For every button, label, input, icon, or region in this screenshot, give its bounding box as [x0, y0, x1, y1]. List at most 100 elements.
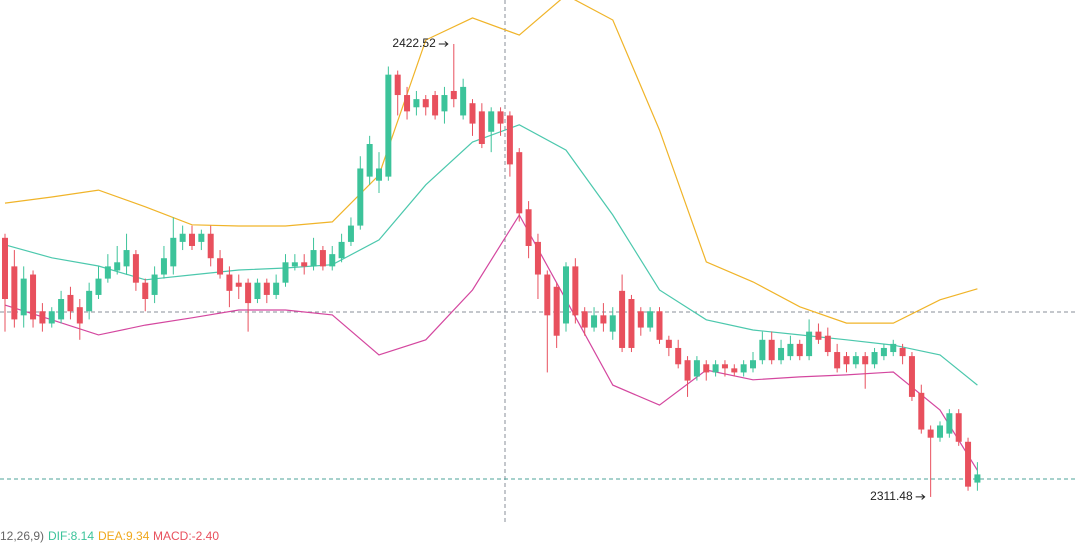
candle-body	[254, 282, 261, 300]
candle-body	[179, 233, 186, 242]
candle-body	[366, 143, 373, 177]
candle-body	[198, 233, 205, 242]
candle-body	[357, 168, 364, 226]
candle-body	[132, 254, 139, 283]
candle-body	[460, 86, 467, 116]
candle-body	[591, 315, 598, 328]
candle-body	[637, 311, 644, 328]
candle-body	[731, 368, 738, 373]
candle-body	[703, 364, 710, 373]
candle-body	[413, 99, 420, 108]
candle-body	[534, 241, 541, 275]
candle-body	[441, 95, 448, 112]
candle-body	[394, 74, 401, 96]
candle-body	[301, 262, 308, 267]
candle-body	[834, 352, 841, 369]
high-label: 2422.52	[392, 36, 436, 50]
candle-body	[114, 262, 121, 271]
candle-body	[282, 262, 289, 283]
candle-body	[450, 90, 457, 100]
indicator-label: MACD:-2.40	[153, 529, 219, 543]
candle-body	[656, 311, 663, 340]
candle-body	[871, 352, 878, 365]
candle-body	[376, 168, 382, 181]
candle-body	[385, 74, 392, 177]
candle-body	[217, 258, 224, 275]
candle-body	[843, 356, 850, 365]
candle-body	[245, 282, 252, 304]
candle-body	[684, 360, 691, 381]
candle-body	[937, 425, 943, 438]
candle-body	[544, 274, 551, 316]
candle-body	[58, 299, 65, 320]
candle-body	[600, 315, 607, 324]
candle-body	[796, 343, 803, 357]
candle-body	[11, 266, 18, 320]
label-arrow	[915, 494, 926, 500]
candle-body	[927, 429, 934, 438]
candle-body	[142, 282, 149, 300]
candle-body	[2, 237, 8, 300]
candle-body	[516, 152, 523, 214]
candle-body	[824, 335, 831, 353]
candle-body	[76, 307, 83, 324]
indicator-label: DEA:9.34	[98, 529, 150, 543]
candle-body	[506, 115, 513, 165]
low-label: 2311.48	[870, 489, 913, 503]
candle-body	[675, 347, 682, 365]
candle-body	[189, 233, 195, 246]
label-arrow	[438, 41, 449, 47]
band-line	[4, 0, 978, 324]
candle-body	[20, 278, 27, 316]
candle-body	[609, 315, 616, 332]
candle-body	[890, 343, 897, 353]
candle-body	[291, 262, 298, 267]
candle-body	[525, 209, 532, 246]
candle-body	[319, 250, 326, 267]
candle-body	[95, 278, 102, 295]
candle-body	[48, 311, 55, 324]
candle-body	[170, 237, 177, 267]
candle-body	[778, 347, 785, 361]
candle-body	[39, 311, 46, 324]
candle-body	[488, 111, 495, 132]
candle-body	[628, 299, 635, 348]
candle-body	[974, 474, 981, 483]
candle-body	[759, 339, 766, 361]
candle-body	[712, 364, 719, 373]
candle-body	[263, 282, 270, 295]
candle-body	[347, 225, 354, 242]
candle-body	[721, 364, 728, 369]
candle-body	[310, 250, 317, 267]
candle-body	[86, 290, 93, 312]
candle-body	[852, 356, 859, 365]
candle-body	[693, 360, 700, 377]
candle-body	[235, 282, 242, 287]
candle-body	[104, 266, 111, 279]
candle-body	[422, 99, 429, 108]
candle-body	[497, 111, 504, 124]
candle-body	[880, 347, 887, 357]
candle-body	[647, 311, 654, 328]
indicator-label: 12,26,9)	[0, 529, 44, 543]
candle-body	[207, 233, 214, 259]
candle-body	[750, 360, 756, 369]
candle-body	[226, 274, 233, 291]
candle-body	[404, 95, 411, 112]
band-line	[4, 213, 978, 471]
candle-body	[160, 258, 167, 275]
candle-body	[581, 311, 588, 328]
candle-body	[899, 347, 906, 357]
candle-body	[955, 413, 962, 442]
candle-body	[815, 331, 822, 340]
candle-body	[273, 282, 280, 295]
candle-body	[787, 343, 794, 357]
candle-body	[665, 339, 672, 348]
candle-body	[965, 441, 972, 487]
candle-body	[946, 413, 953, 434]
candle-body	[806, 331, 813, 357]
candle-body	[908, 356, 915, 397]
candle-body	[329, 254, 336, 267]
candle-body	[151, 274, 158, 295]
